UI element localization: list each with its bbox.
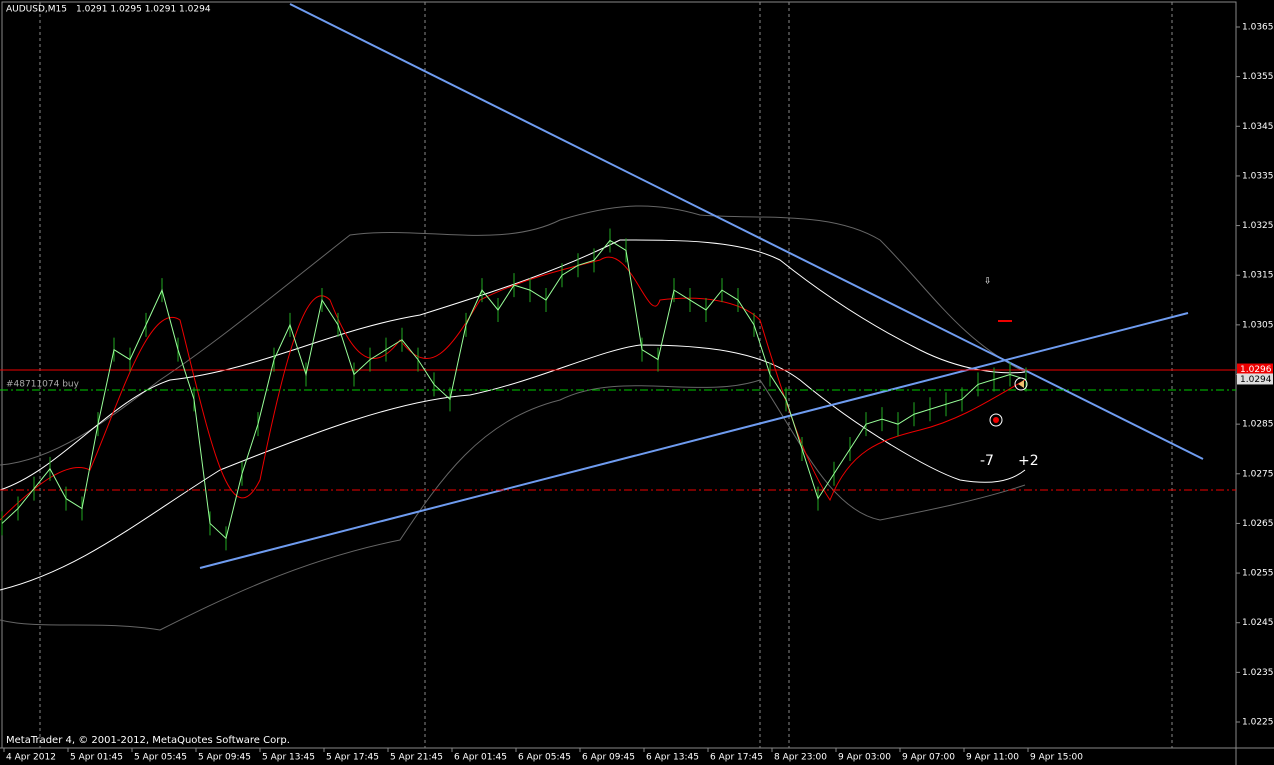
arrow-icon: ⇩ bbox=[984, 277, 992, 287]
price-tick-label: 1.0365 bbox=[1242, 23, 1274, 33]
loss-annotation: -7 bbox=[980, 453, 994, 469]
trade-marker bbox=[993, 417, 999, 423]
time-label: 4 Apr 2012 bbox=[6, 753, 56, 763]
ma-mid bbox=[0, 239, 1026, 491]
symbol-header: AUDUSD,M15 bbox=[6, 5, 67, 15]
price-tick-label: 1.0235 bbox=[1242, 668, 1274, 678]
ma-slow bbox=[0, 344, 1026, 591]
time-label: 5 Apr 01:45 bbox=[70, 753, 123, 763]
time-label: 6 Apr 01:45 bbox=[454, 753, 507, 763]
footer: MetaTrader 4, © 2001-2012, MetaQuotes So… bbox=[6, 735, 290, 746]
period-separators bbox=[39, 2, 1173, 748]
time-label: 5 Apr 17:45 bbox=[326, 753, 379, 763]
price-tick-label: 1.0275 bbox=[1242, 469, 1274, 479]
price-tick-label: 1.0245 bbox=[1242, 618, 1274, 628]
price-tag-label: 1.0294 bbox=[1240, 375, 1272, 385]
time-label: 9 Apr 07:00 bbox=[902, 753, 955, 763]
trade-marker bbox=[1018, 380, 1024, 388]
time-label: 9 Apr 03:00 bbox=[838, 753, 891, 763]
profit-annotation: +2 bbox=[1018, 453, 1039, 469]
price-tick-label: 1.0285 bbox=[1242, 420, 1274, 430]
price-tick-label: 1.0225 bbox=[1242, 718, 1274, 728]
price-tick-label: 1.0355 bbox=[1242, 72, 1274, 82]
price-tick-label: 1.0345 bbox=[1242, 122, 1274, 132]
price-tick-label: 1.0305 bbox=[1242, 320, 1274, 330]
price-tick-label: 1.0265 bbox=[1242, 519, 1274, 529]
price-tick-label: 1.0325 bbox=[1242, 221, 1274, 231]
trade-marker bbox=[989, 413, 1003, 427]
price-tag-label: 1.0296 bbox=[1240, 365, 1272, 375]
time-label: 8 Apr 23:00 bbox=[774, 753, 827, 763]
band-lower bbox=[0, 379, 1026, 631]
price-tick-label: 1.0255 bbox=[1242, 569, 1274, 579]
time-label: 5 Apr 05:45 bbox=[134, 753, 187, 763]
time-label: 6 Apr 17:45 bbox=[710, 753, 763, 763]
ohlc-header: 1.0291 1.0295 1.0291 1.0294 bbox=[76, 5, 211, 15]
price-tick-label: 1.0315 bbox=[1242, 271, 1274, 281]
close-line bbox=[1, 239, 1027, 540]
trendline-up bbox=[199, 312, 1189, 569]
time-label: 9 Apr 11:00 bbox=[966, 753, 1019, 763]
time-label: 6 Apr 13:45 bbox=[646, 753, 699, 763]
time-label: 5 Apr 21:45 bbox=[390, 753, 443, 763]
time-label: 5 Apr 13:45 bbox=[262, 753, 315, 763]
trendline-down bbox=[289, 3, 1204, 460]
trade-marker bbox=[1014, 377, 1028, 391]
order-label: #48711074 buy bbox=[6, 380, 80, 390]
price-tag bbox=[1237, 373, 1273, 385]
time-label: 5 Apr 09:45 bbox=[198, 753, 251, 763]
price-tick-label: 1.0335 bbox=[1242, 171, 1274, 181]
time-label: 6 Apr 05:45 bbox=[518, 753, 571, 763]
time-label: 6 Apr 09:45 bbox=[582, 753, 635, 763]
band-upper bbox=[0, 205, 1026, 466]
price-tag bbox=[1237, 363, 1273, 375]
ma-fast bbox=[0, 256, 1026, 521]
time-label: 9 Apr 15:00 bbox=[1030, 753, 1083, 763]
price-series bbox=[1, 228, 1027, 551]
